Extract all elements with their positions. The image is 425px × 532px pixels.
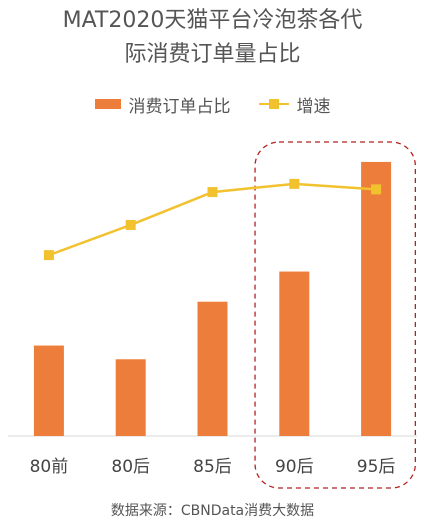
x-tick-label-5: 95后 [357,457,396,477]
bar-3 [197,301,228,436]
legend-label-orders: 消费订单占比 [128,96,231,117]
legend-label-growth: 增速 [296,96,331,117]
bar-4 [279,271,310,436]
bar-2 [115,359,146,436]
growth-point-5 [371,184,382,195]
growth-point-3 [207,187,218,198]
bar-5 [361,161,392,437]
chart-title-line-1: MAT2020天猫平台冷泡茶各代 [62,8,363,33]
growth-point-4 [289,178,300,189]
legend-bar-swatch [94,99,121,109]
bar-1 [33,345,64,436]
chart-title-line-2: 际消费订单量占比 [124,42,301,67]
x-tick-label-1: 80前 [30,457,69,477]
source-note: 数据来源：CBNData消费大数据 [110,503,315,519]
chart-legend: 消费订单占比 增速 [0,92,425,117]
x-tick-label-4: 90后 [275,457,314,477]
chart-title: MAT2020天猫平台冷泡茶各代 际消费订单量占比 [0,4,425,72]
x-tick-label-3: 85后 [193,457,232,477]
legend-item-orders: 消费订单占比 [94,92,231,117]
x-tick-label-2: 80后 [111,457,150,477]
growth-point-2 [125,219,136,230]
growth-point-1 [43,250,54,261]
legend-item-growth: 增速 [258,92,331,117]
highlight-box [254,141,417,489]
legend-line-swatch [258,99,289,109]
